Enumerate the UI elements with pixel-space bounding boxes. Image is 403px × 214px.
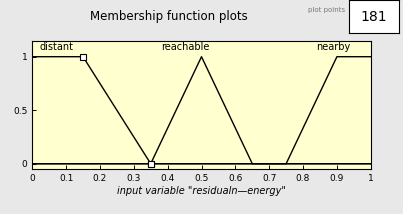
X-axis label: input variable "residualn—energy": input variable "residualn—energy" <box>117 186 286 196</box>
Text: reachable: reachable <box>161 42 209 52</box>
Text: nearby: nearby <box>317 42 351 52</box>
Text: distant: distant <box>39 42 73 52</box>
Text: 181: 181 <box>360 10 387 24</box>
Text: Membership function plots: Membership function plots <box>90 10 248 23</box>
Text: plot points: plot points <box>308 7 345 13</box>
